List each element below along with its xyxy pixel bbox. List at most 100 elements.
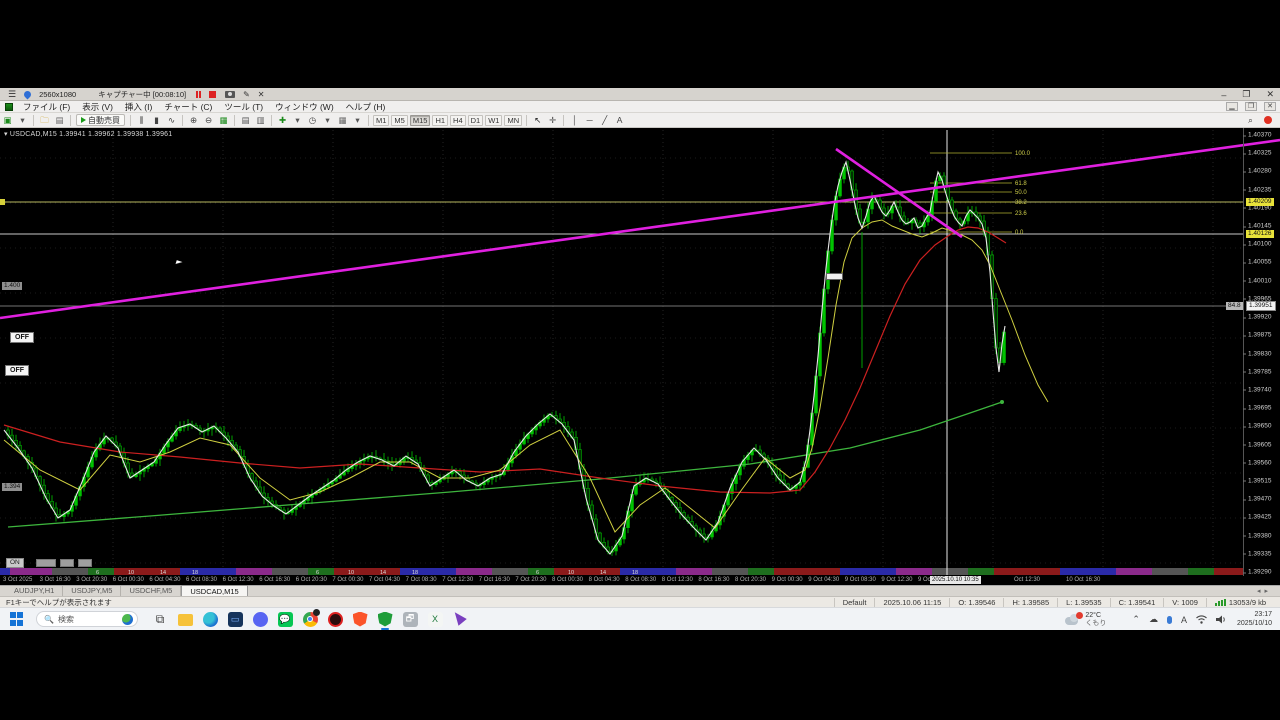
crosshair-icon[interactable]: ✛: [549, 114, 557, 125]
zoom-in-icon[interactable]: ⊕: [189, 114, 198, 125]
arrange-down-icon[interactable]: ▥: [256, 114, 265, 125]
tile-windows-icon[interactable]: ▦: [219, 114, 228, 125]
weather-widget[interactable]: 22°C くもり: [1065, 611, 1106, 628]
bar-chart-icon[interactable]: ⫼: [139, 114, 144, 125]
clock-time: 23:17: [1254, 611, 1272, 618]
indicator-mini-button-2[interactable]: [60, 559, 74, 567]
zoom-out-icon[interactable]: ⊖: [204, 114, 213, 125]
indicator-on-button[interactable]: ON: [6, 558, 24, 568]
menu-item-0[interactable]: ファイル (F): [23, 101, 71, 112]
window-list-icon[interactable]: ▤: [55, 114, 64, 125]
indicator-off-button-2[interactable]: OFF: [5, 365, 29, 376]
candle-chart-icon[interactable]: ▮: [154, 114, 159, 125]
indicator-mini-button-3[interactable]: [78, 559, 92, 567]
vertical-line-icon[interactable]: │: [571, 114, 578, 125]
text-tool-icon[interactable]: A: [616, 114, 623, 125]
remote-window-icon[interactable]: 🗗: [402, 611, 418, 627]
chrome-icon[interactable]: [302, 609, 320, 627]
window-restore-button[interactable]: ❐: [1242, 89, 1251, 99]
period-icon[interactable]: ◷: [308, 114, 317, 125]
brave-icon[interactable]: [352, 611, 368, 627]
dropdown-caret-icon[interactable]: ▾: [295, 114, 300, 125]
taskbar-clock[interactable]: 23:17 2025/10/10: [1237, 611, 1272, 628]
taskbar-search-input[interactable]: 🔍 検索: [36, 611, 138, 627]
line-icon[interactable]: 💬: [277, 611, 293, 627]
dropdown-caret-icon[interactable]: ▾: [355, 114, 360, 125]
dropdown-caret-icon[interactable]: ▾: [325, 114, 330, 125]
window-close-button[interactable]: ✕: [1266, 89, 1274, 99]
menu-item-6[interactable]: ヘルプ (H): [345, 101, 386, 112]
auto-trading-button[interactable]: 自動売買: [76, 114, 125, 126]
time-axis-label: 9 Oct 00:30: [771, 577, 803, 583]
screenshot-camera-icon[interactable]: [225, 90, 236, 98]
chart-restore-button[interactable]: ❐: [1245, 102, 1257, 111]
trading-app-icon[interactable]: [377, 611, 393, 630]
trendline-anchor-label[interactable]: [826, 273, 843, 280]
tab-scroll-arrows[interactable]: ◂▸: [1256, 588, 1272, 595]
candlestick-chart[interactable]: 6 10 14 18 6 10 14 18 6 10 14 18 100.0 61.8 50.0 38.2 23…: [0, 128, 1280, 576]
toolbar-separator: [182, 114, 183, 126]
template-icon[interactable]: ▦: [338, 114, 347, 125]
indicator-off-button-1[interactable]: OFF: [10, 332, 34, 343]
task-view-icon[interactable]: ⧉: [155, 611, 165, 626]
timeframe-button-w1[interactable]: W1: [485, 114, 503, 126]
arrange-up-icon[interactable]: ▤: [241, 114, 250, 125]
start-button[interactable]: [10, 612, 24, 626]
timeframe-button-d1[interactable]: D1: [467, 114, 484, 126]
edge-icon[interactable]: [202, 611, 218, 627]
chart-area[interactable]: 6 10 14 18 6 10 14 18 6 10 14 18 100.0 61.8 50.0 38.2 23…: [0, 128, 1280, 576]
onedrive-cloud-icon[interactable]: ☁: [1148, 614, 1158, 624]
status-cell[interactable]: Default: [833, 597, 875, 607]
chart-tab-audjpy-h1[interactable]: AUDJPY,H1: [6, 586, 64, 596]
profile-icon[interactable]: 🗀: [40, 114, 49, 125]
ime-indicator[interactable]: A: [1180, 614, 1187, 625]
microphone-icon[interactable]: [1166, 615, 1172, 624]
chart-tab-usdjpy-m5[interactable]: USDJPY,M5: [63, 586, 122, 596]
menu-item-4[interactable]: ツール (T): [224, 101, 264, 112]
recorder-pin-icon[interactable]: [22, 89, 33, 99]
price-axis[interactable]: 1.40370 1.40325 1.40280 1.40235 1.40190 1.401…: [1243, 128, 1280, 576]
horizontal-line-icon[interactable]: ─: [586, 114, 593, 125]
dropdown-caret-icon[interactable]: ▾: [20, 114, 25, 125]
timeframe-button-h1[interactable]: H1: [432, 114, 449, 126]
chart-minimize-button[interactable]: ▁: [1226, 102, 1238, 111]
discord-icon[interactable]: [252, 611, 268, 627]
timeframe-button-m15[interactable]: M15: [409, 114, 431, 126]
recorder-app-icon[interactable]: [327, 611, 343, 627]
timeframe-button-m5[interactable]: M5: [391, 114, 408, 126]
chart-tab-usdcad-m15[interactable]: USDCAD,M15: [181, 585, 248, 596]
search-icon[interactable]: ⌕: [1248, 114, 1253, 125]
store-icon[interactable]: ▭: [227, 611, 243, 627]
timeframe-button-m1[interactable]: M1: [373, 114, 390, 126]
spreadsheet-icon[interactable]: X: [427, 611, 443, 627]
indicators-icon[interactable]: ✚: [278, 114, 287, 125]
recorder-close-icon[interactable]: ✕: [257, 89, 265, 99]
annotate-pencil-icon[interactable]: ✎: [243, 89, 250, 99]
timeframe-button-h4[interactable]: H4: [450, 114, 466, 126]
line-chart-icon[interactable]: ∿: [167, 114, 176, 125]
recorder-menu-icon[interactable]: ☰: [8, 88, 17, 99]
stop-recording-button[interactable]: [209, 90, 217, 98]
menu-item-5[interactable]: ウィンドウ (W): [275, 101, 334, 112]
search-highlight-icon[interactable]: [122, 613, 133, 625]
menu-item-1[interactable]: 表示 (V): [82, 101, 113, 112]
news-alert-icon[interactable]: [1264, 116, 1272, 124]
wifi-icon[interactable]: [1196, 615, 1207, 624]
price-axis-label: 1.39515: [1243, 477, 1272, 485]
chart-close-button[interactable]: ✕: [1264, 102, 1276, 111]
window-minimize-button[interactable]: –: [1221, 89, 1227, 100]
new-order-icon[interactable]: ▣: [3, 114, 12, 125]
file-explorer-icon[interactable]: [177, 611, 193, 627]
menu-item-2[interactable]: 挿入 (I): [124, 101, 153, 112]
pause-recording-button[interactable]: [196, 90, 202, 98]
menu-item-3[interactable]: チャート (C): [164, 101, 213, 112]
timeframe-button-mn[interactable]: MN: [504, 114, 523, 126]
media-player-icon[interactable]: [452, 611, 468, 627]
tray-chevron-icon[interactable]: ⌃: [1132, 614, 1140, 624]
trendline-icon[interactable]: ╱: [602, 114, 608, 125]
chart-tab-usdchf-m5[interactable]: USDCHF,M5: [121, 586, 182, 596]
speaker-icon[interactable]: [1215, 615, 1227, 624]
time-axis[interactable]: 3 Oct 2025 3 Oct 16:30 3 Oct 20:30 6 Oct 00…: [0, 576, 1280, 585]
indicator-mini-button-1[interactable]: [36, 559, 56, 567]
cursor-icon[interactable]: ↖: [534, 114, 542, 125]
